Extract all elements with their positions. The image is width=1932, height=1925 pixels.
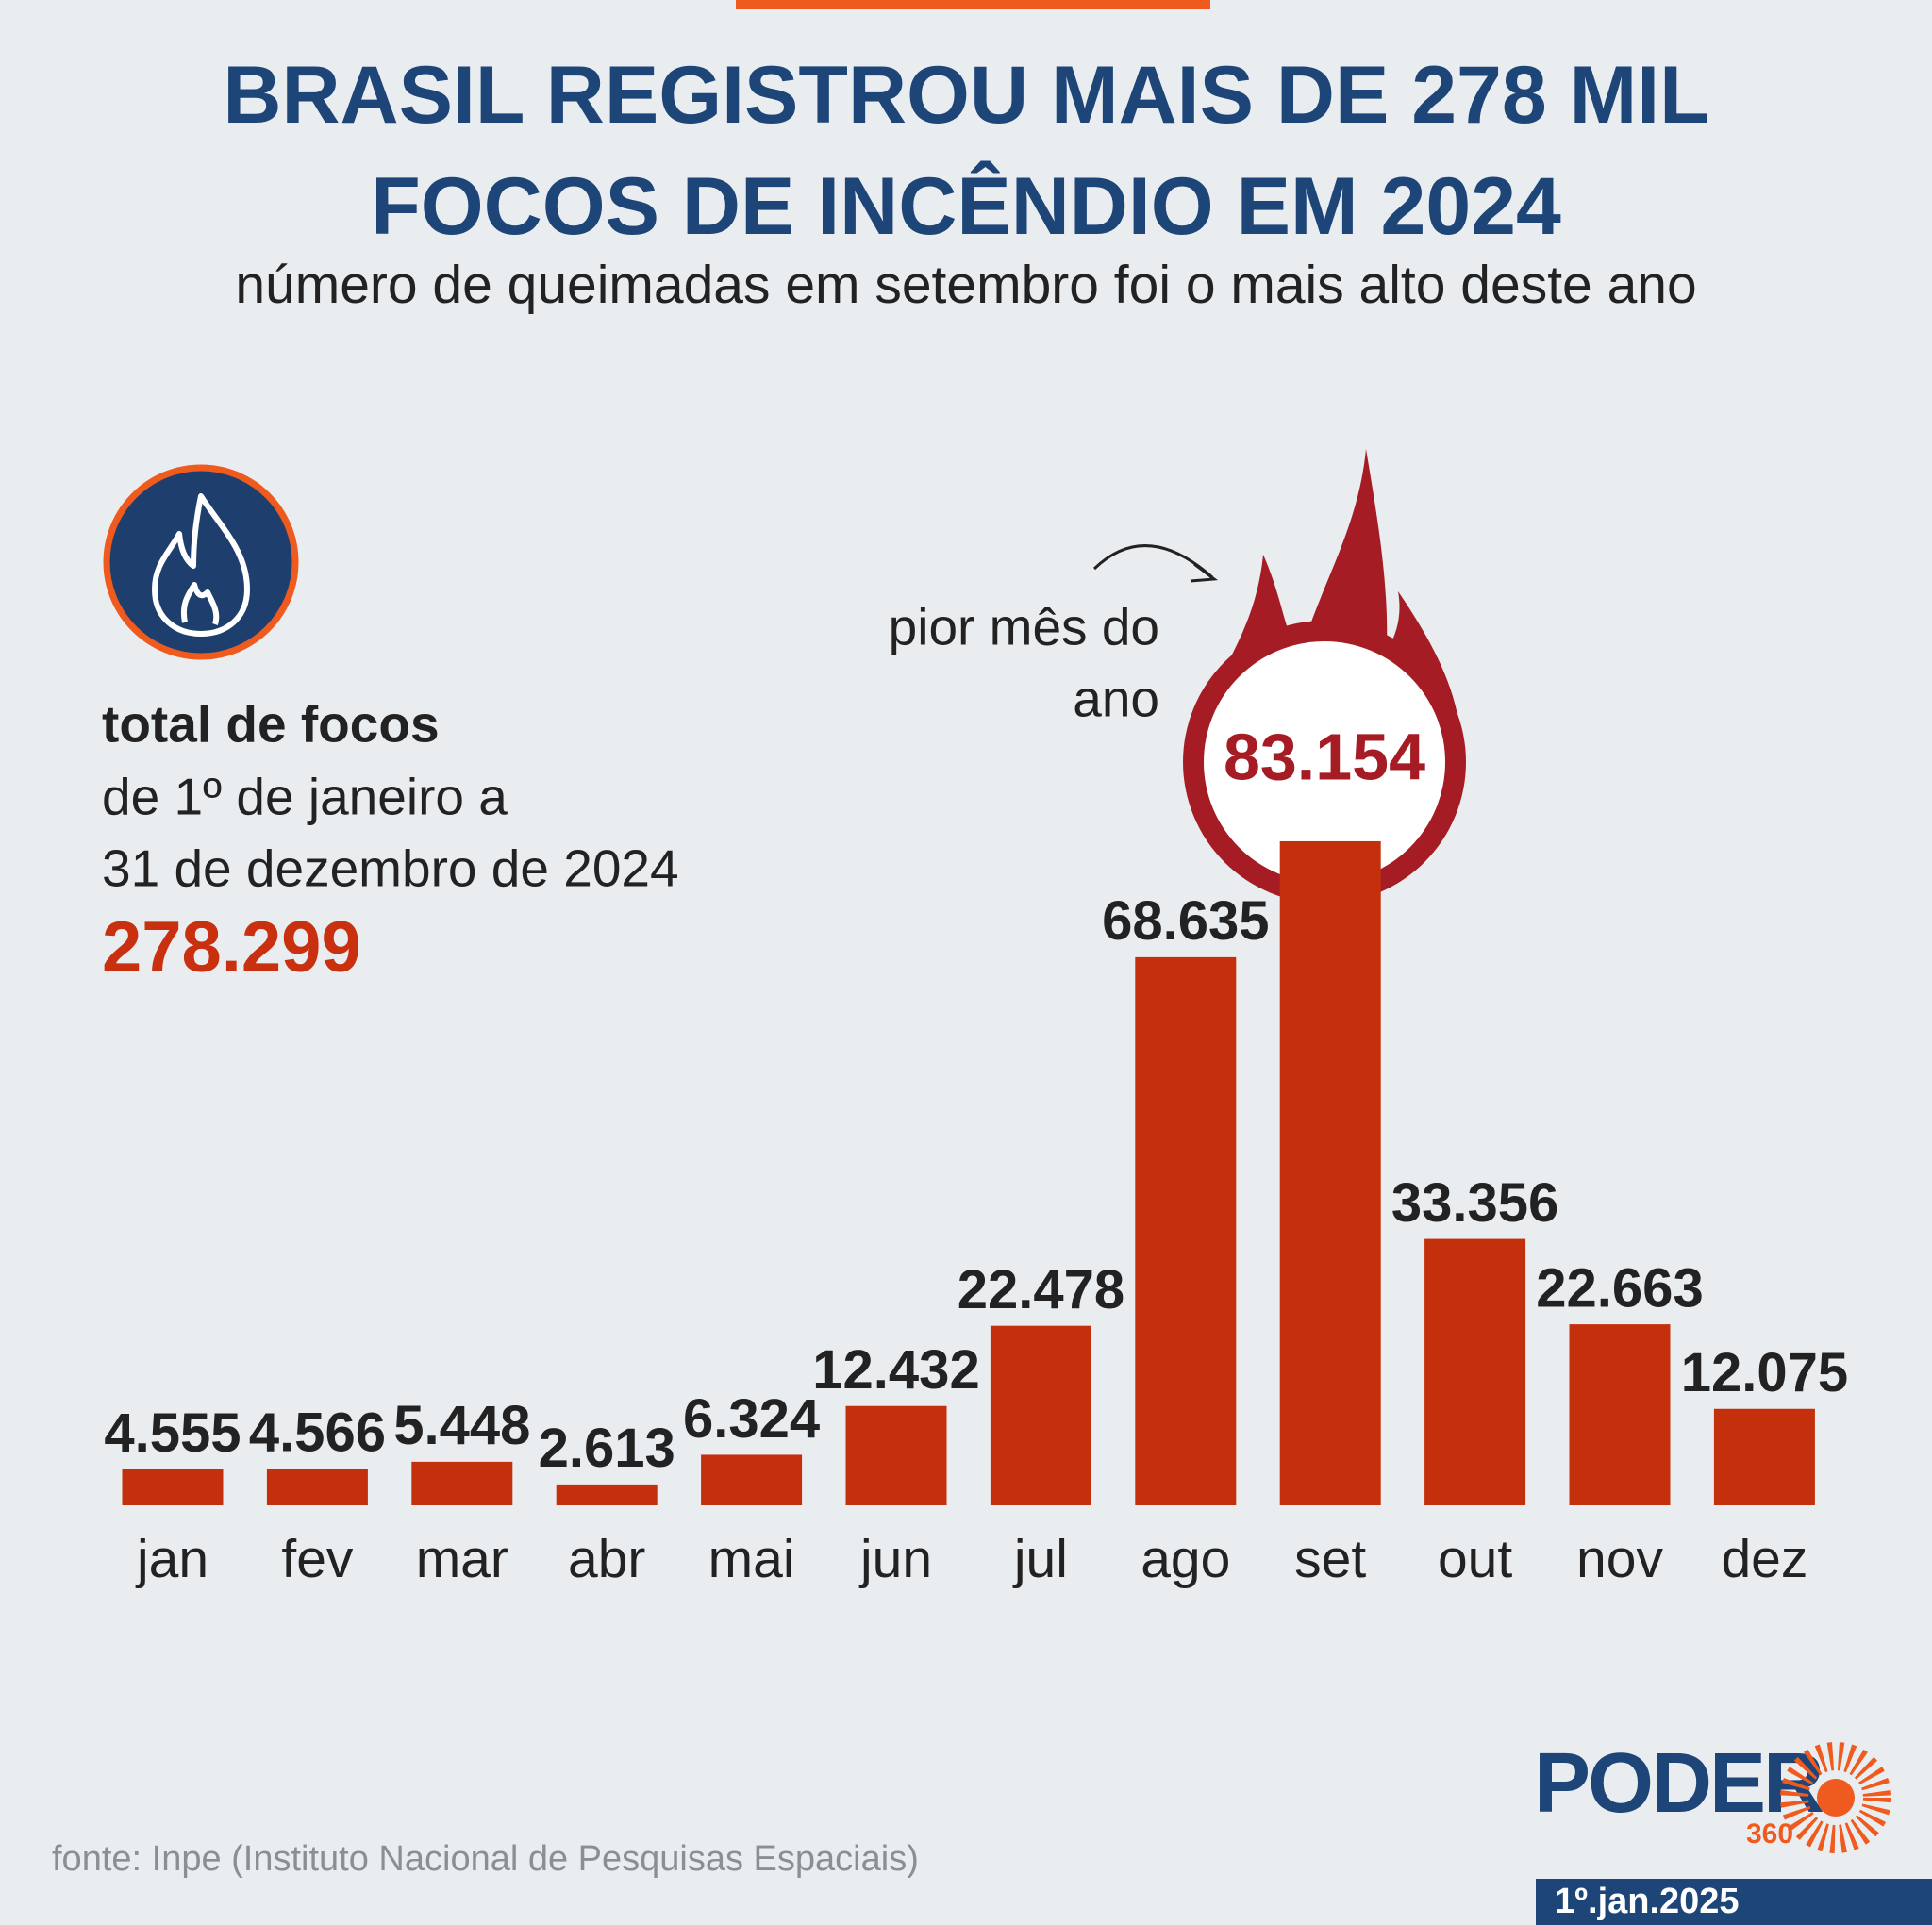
- chart-title: BRASIL REGISTROU MAIS DE 278 MIL FOCOS D…: [223, 50, 1709, 252]
- brand-sun: [1780, 1742, 1891, 1853]
- bar: [1135, 956, 1237, 1505]
- bar: [1713, 1408, 1815, 1505]
- brand: PODER: [1534, 1736, 1824, 1831]
- x-tick-label: fev: [281, 1529, 354, 1589]
- bar: [701, 1454, 803, 1505]
- value-label: 33.356: [1391, 1172, 1558, 1234]
- period-line: 31 de dezembro de 2024: [102, 839, 679, 898]
- top-accent: [736, 0, 1210, 9]
- flame-center: [1204, 641, 1445, 883]
- bar: [1279, 840, 1381, 1505]
- value-label: 83.154: [1224, 720, 1425, 793]
- total-value: 278.299: [102, 907, 361, 987]
- x-tick-label: mai: [708, 1529, 795, 1589]
- callout-arrow: [1092, 544, 1213, 579]
- x-tick-label: set: [1294, 1529, 1366, 1589]
- value-label: 4.566: [249, 1402, 386, 1464]
- callout-text: ano: [1073, 670, 1159, 728]
- bar: [845, 1405, 947, 1505]
- period-line: de 1º de janeiro a: [102, 768, 508, 826]
- bar: [122, 1469, 224, 1505]
- bar: [1424, 1238, 1526, 1505]
- callout-text: pior mês do: [889, 598, 1159, 656]
- flame-glyph: [152, 493, 250, 637]
- bar: [556, 1484, 658, 1505]
- bar: [1569, 1324, 1671, 1505]
- bar: [990, 1325, 1091, 1505]
- brand-sun-core: [1817, 1779, 1855, 1817]
- x-tick-label: dez: [1721, 1529, 1807, 1589]
- date-box: [1536, 1879, 1932, 1925]
- value-label: 12.075: [1681, 1342, 1848, 1403]
- x-tick-label: abr: [568, 1529, 645, 1589]
- value-label: 22.478: [958, 1259, 1124, 1320]
- x-tick-label: nov: [1576, 1529, 1663, 1589]
- x-tick-label: jan: [135, 1529, 208, 1589]
- brand-number: 360: [1746, 1818, 1793, 1850]
- value-label: 2.613: [539, 1418, 675, 1479]
- x-tick-label: jun: [858, 1529, 932, 1589]
- value-label: 68.635: [1102, 890, 1269, 952]
- value-label: 6.324: [683, 1388, 820, 1450]
- x-tick-label: mar: [416, 1529, 508, 1589]
- arrow-head: [1190, 562, 1219, 583]
- value-label: 4.555: [104, 1402, 241, 1464]
- subtitle: número de queimadas em setembro foi o ma…: [235, 255, 1696, 315]
- date: 1º.jan.2025: [1555, 1882, 1740, 1921]
- source: fonte: Inpe (Instituto Nacional de Pesqu…: [52, 1839, 919, 1879]
- x-tick-label: jul: [1012, 1529, 1068, 1589]
- value-label: 22.663: [1536, 1257, 1703, 1319]
- x-tick-label: ago: [1141, 1529, 1230, 1589]
- value-label: 12.432: [812, 1339, 979, 1401]
- x-tick-label: out: [1438, 1529, 1512, 1589]
- value-label: 5.448: [393, 1395, 530, 1456]
- bar: [411, 1461, 513, 1505]
- total-heading: total de focos: [102, 695, 440, 754]
- bar: [266, 1469, 368, 1505]
- fire-icon: [103, 464, 299, 660]
